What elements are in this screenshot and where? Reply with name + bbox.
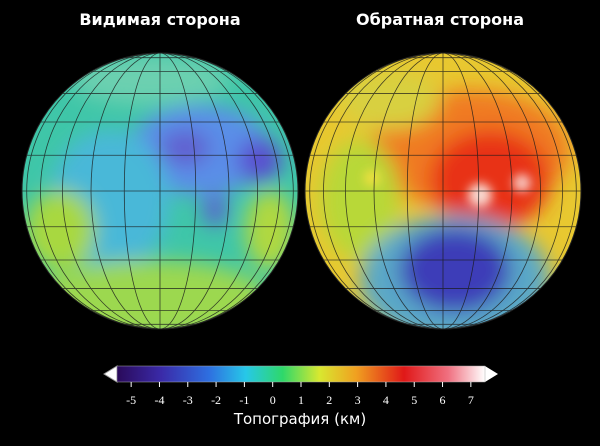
globe-outline	[21, 52, 299, 330]
colorbar-arrow	[103, 365, 118, 383]
tick-label: 5	[411, 393, 417, 407]
tick-label: 6	[440, 393, 446, 407]
tick-label: 7	[468, 393, 474, 407]
colorbar-arrow	[485, 366, 498, 382]
colorbar	[116, 365, 486, 383]
colorbar-label: Топография (км)	[233, 410, 366, 428]
tick-label: -4	[154, 393, 164, 407]
title: Обратная сторона	[356, 10, 524, 29]
tick-label: -3	[183, 393, 193, 407]
tick-label: 1	[298, 393, 304, 407]
tick-label: 0	[270, 393, 276, 407]
tick-label: -1	[239, 393, 249, 407]
globe-outline	[304, 52, 582, 330]
graticule	[22, 52, 581, 330]
tick-label: 3	[355, 393, 361, 407]
tick-label: 2	[326, 393, 332, 407]
tick-label: -2	[211, 393, 221, 407]
tick-label: 4	[383, 393, 389, 407]
title: Видимая сторона	[79, 10, 240, 29]
tick-label: -5	[126, 393, 136, 407]
